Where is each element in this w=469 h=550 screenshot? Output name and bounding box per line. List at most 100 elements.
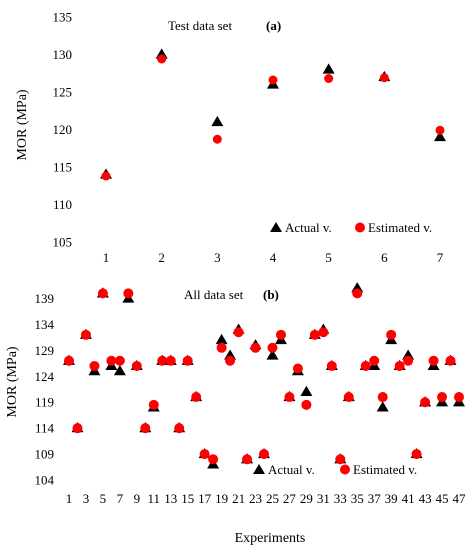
estimated-point (106, 355, 117, 366)
estimated-point (140, 423, 151, 434)
panel-b-ytick-label: 134 (35, 317, 55, 332)
estimated-point (259, 449, 269, 460)
estimated-point (191, 392, 202, 403)
panel-b-ylabel: MOR (MPa) (5, 346, 20, 418)
estimated-point (64, 355, 74, 366)
panel-b-xtick-label: 25 (266, 491, 279, 506)
estimated-point (208, 454, 219, 465)
legend-a-actual-label: Actual v. (285, 220, 332, 235)
panel-a-xtick-label: 6 (381, 250, 388, 265)
legend-b-estimated-marker (340, 464, 350, 475)
estimated-point (369, 355, 380, 366)
panel-b-title: All data set (184, 287, 244, 302)
panel-b-xlabel: Experiments (235, 531, 306, 546)
estimated-point (157, 54, 167, 64)
panel-b-ytick-label: 124 (35, 369, 55, 384)
actual-point (215, 333, 228, 345)
estimated-point (420, 397, 431, 408)
panel-b-xtick-label: 45 (436, 491, 449, 506)
panel-a-ytick-label: 120 (53, 122, 73, 137)
panel-b-ytick-label: 104 (35, 473, 55, 488)
panel-b-x-ticks: 1 3 5 7 9 11 13 15 17 19 21 23 25 27 29 31 33 35 37 39 41 43 4… (66, 491, 466, 506)
estimated-point (284, 392, 295, 403)
panel-b-xtick-label: 33 (334, 491, 347, 506)
legend-a-estimated-marker (355, 222, 365, 233)
estimated-point (379, 73, 389, 83)
actual-point (322, 63, 335, 74)
estimated-point (275, 329, 286, 340)
estimated-point (123, 288, 134, 299)
panel-a-label: (a) (266, 18, 281, 33)
estimated-point (148, 399, 159, 410)
estimated-point (216, 342, 227, 353)
estimated-point (80, 329, 91, 340)
estimated-point (72, 423, 83, 434)
panel-b-ytick-label: 109 (35, 447, 55, 462)
panel-a-ytick-label: 135 (53, 10, 73, 25)
panel-b-xtick-label: 1 (66, 491, 73, 506)
estimated-point (435, 125, 445, 135)
panel-a-xtick-label: 1 (103, 250, 110, 265)
panel-b-ytick-label: 139 (35, 291, 55, 306)
actual-point (376, 401, 389, 412)
actual-point (113, 365, 126, 376)
panel-b-xtick-label: 31 (317, 491, 330, 506)
panel-b-legend: Actual v. Estimated v. (253, 462, 417, 477)
estimated-point (428, 355, 439, 366)
estimated-point (174, 423, 185, 434)
estimated-point (242, 454, 253, 465)
legend-b-actual-label: Actual v. (268, 462, 315, 477)
estimated-point (267, 342, 278, 353)
panel-a-xtick-label: 2 (158, 250, 165, 265)
panel-a-ytick-label: 130 (53, 47, 73, 62)
actual-point (434, 130, 446, 142)
estimated-point (131, 360, 142, 371)
estimated-point (318, 327, 329, 338)
panel-b-xtick-label: 21 (232, 491, 245, 506)
panel-a-points (100, 48, 446, 181)
panel-b-xtick-label: 37 (368, 491, 382, 506)
panel-a-ytick-label: 110 (53, 197, 72, 212)
estimated-point (445, 355, 456, 366)
estimated-point (157, 355, 168, 366)
estimated-point (89, 360, 100, 371)
panel-b-ytick-label: 114 (35, 421, 55, 436)
panel-b-xtick-label: 3 (83, 491, 90, 506)
estimated-point (437, 392, 448, 403)
panel-a-x-ticks: 1 2 3 4 5 6 7 (103, 250, 444, 265)
estimated-point (97, 288, 108, 299)
estimated-point (360, 360, 371, 371)
estimated-point (199, 449, 210, 460)
panel-b-xtick-label: 29 (300, 491, 313, 506)
panel-b-xtick-label: 15 (181, 491, 194, 506)
estimated-point (225, 355, 236, 366)
estimated-point (411, 449, 422, 460)
estimated-point (335, 454, 346, 465)
estimated-point (394, 360, 405, 371)
legend-b-actual-marker (253, 464, 265, 474)
panel-b-xtick-label: 9 (134, 491, 141, 506)
panel-a-xtick-label: 4 (270, 250, 277, 265)
estimated-point (182, 355, 193, 366)
estimated-point (403, 355, 414, 366)
actual-point (300, 385, 313, 396)
legend-b-estimated-label: Estimated v. (353, 462, 417, 477)
panel-b-xtick-label: 27 (283, 491, 297, 506)
estimated-point (326, 360, 337, 371)
estimated-point (114, 355, 125, 366)
estimated-point (324, 74, 334, 83)
estimated-point (377, 392, 388, 403)
panel-a-title: Test data set (168, 18, 232, 33)
panel-b-xtick-label: 39 (385, 491, 398, 506)
estimated-point (454, 392, 464, 403)
estimated-point (343, 392, 354, 403)
chart-panel-b: MOR (MPa) All data set (b) 1041091141191… (5, 282, 466, 546)
panel-a-ytick-label: 125 (53, 85, 73, 100)
estimated-point (233, 327, 244, 338)
panel-b-xtick-label: 13 (164, 491, 177, 506)
panel-b-xtick-label: 23 (249, 491, 262, 506)
panel-b-xtick-label: 41 (402, 491, 415, 506)
panel-b-label: (b) (263, 287, 279, 302)
estimated-point (212, 134, 222, 144)
